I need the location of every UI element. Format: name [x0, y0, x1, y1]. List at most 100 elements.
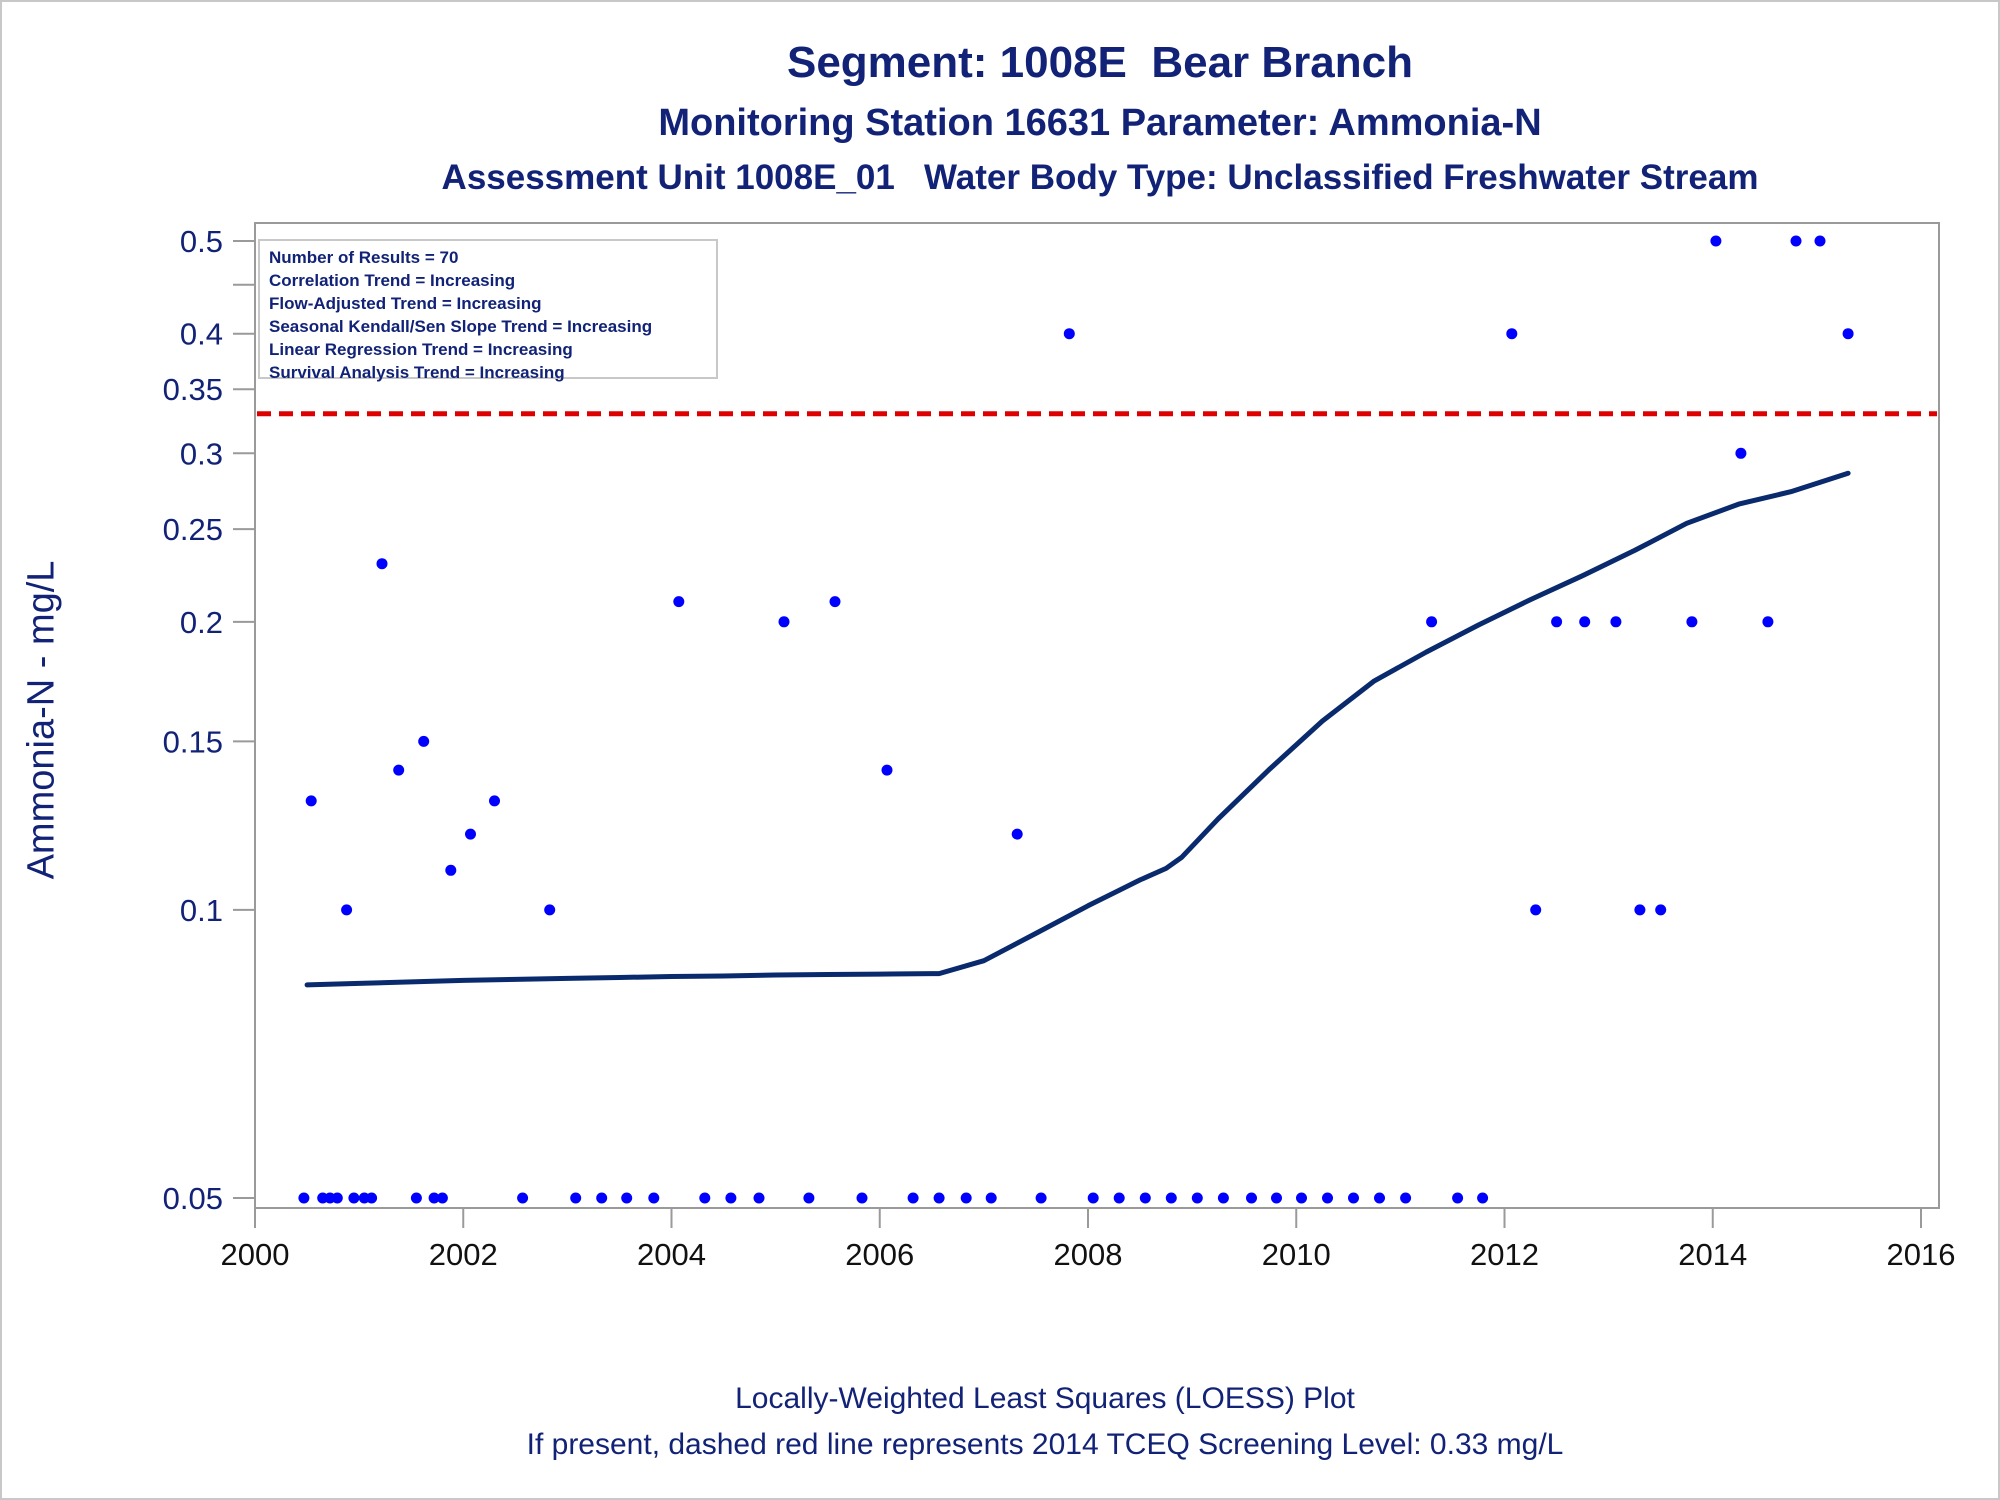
data-point	[393, 764, 405, 776]
data-point	[1735, 447, 1747, 459]
data-point	[778, 616, 790, 628]
data-point	[1842, 328, 1854, 340]
data-point	[1790, 235, 1802, 247]
y-axis-title: Ammonia-N - mg/L	[20, 560, 63, 880]
data-point	[1551, 616, 1563, 628]
data-point	[1011, 828, 1023, 840]
data-point	[725, 1192, 737, 1204]
data-point	[1400, 1192, 1412, 1204]
data-point	[1710, 235, 1722, 247]
data-point	[1035, 1192, 1047, 1204]
data-point	[1296, 1192, 1307, 1204]
data-point	[648, 1192, 660, 1204]
y-tick-label: 0.15	[163, 724, 223, 759]
data-point	[1322, 1192, 1333, 1204]
data-point	[881, 764, 893, 776]
data-point	[517, 1192, 529, 1204]
data-point	[418, 735, 430, 747]
data-point	[436, 1192, 448, 1204]
data-point	[1087, 1192, 1099, 1204]
data-point	[856, 1192, 868, 1204]
y-axis: 0.05 0.1 0.15 0.2 0.25 0.3 0.35 0.4 0.5	[163, 224, 255, 1216]
x-axis: 2000 2002 2004 2006 2008 2010 2012 2014 2016	[221, 1208, 1956, 1272]
data-point	[985, 1192, 997, 1204]
trend-summary-box: Number of Results = 70 Correlation Trend…	[258, 239, 718, 382]
data-point	[428, 1192, 440, 1204]
y-tick-label: 0.1	[180, 893, 223, 928]
data-point	[298, 1192, 310, 1204]
data-point	[465, 828, 476, 840]
data-point	[1217, 1192, 1229, 1204]
x-tick-label: 2006	[845, 1237, 914, 1272]
data-point	[1762, 616, 1774, 628]
data-point	[1530, 904, 1542, 916]
data-point	[1374, 1192, 1385, 1204]
data-point	[331, 1192, 343, 1204]
data-point	[1814, 235, 1826, 247]
data-point	[1191, 1192, 1203, 1204]
x-tick-label: 2008	[1054, 1237, 1123, 1272]
data-point	[341, 904, 353, 916]
stat-correlation-trend: Correlation Trend = Increasing	[269, 271, 516, 290]
data-point	[1113, 1192, 1125, 1204]
y-tick-label: 0.25	[163, 512, 223, 547]
data-point	[907, 1192, 919, 1204]
y-tick-label: 0.5	[180, 224, 223, 259]
data-point	[1506, 328, 1518, 340]
stat-linear-regression-trend: Linear Regression Trend = Increasing	[269, 340, 573, 359]
data-point	[933, 1192, 945, 1204]
data-point	[829, 596, 841, 608]
data-point	[305, 795, 317, 807]
chart-title: Segment: 1008E Bear Branch	[786, 38, 1414, 87]
stat-survival-analysis-trend: Survival Analysis Trend = Increasing	[269, 363, 565, 382]
data-point	[1139, 1192, 1151, 1204]
data-point	[1165, 1192, 1177, 1204]
x-tick-label: 2004	[637, 1237, 706, 1272]
data-point	[673, 596, 685, 608]
footer-loess-note: Locally-Weighted Least Squares (LOESS) P…	[735, 1382, 1355, 1415]
y-tick-label: 0.3	[180, 436, 223, 471]
data-point	[544, 904, 556, 916]
x-tick-label: 2016	[1887, 1237, 1956, 1272]
data-point	[753, 1192, 765, 1204]
stat-flow-adjusted-trend: Flow-Adjusted Trend = Increasing	[269, 294, 542, 313]
data-point	[1348, 1192, 1359, 1204]
x-tick-label: 2010	[1262, 1237, 1331, 1272]
data-point	[366, 1192, 378, 1204]
data-point	[1579, 616, 1591, 628]
stat-seasonal-kendall-trend: Seasonal Kendall/Sen Slope Trend = Incre…	[269, 317, 653, 336]
data-point	[348, 1192, 360, 1204]
loess-layer	[304, 470, 1851, 988]
data-point	[596, 1192, 608, 1204]
x-tick-label: 2014	[1678, 1237, 1747, 1272]
data-point	[376, 558, 388, 570]
data-point	[1246, 1192, 1257, 1204]
y-tick-label: 0.35	[163, 372, 223, 407]
data-point	[1477, 1192, 1489, 1204]
x-tick-label: 2000	[221, 1237, 290, 1272]
data-point	[621, 1192, 633, 1204]
data-point	[1426, 616, 1438, 628]
x-tick-label: 2002	[429, 1237, 498, 1272]
data-point	[803, 1192, 815, 1204]
data-point	[489, 795, 500, 807]
stat-number-of-results: Number of Results = 70	[269, 248, 459, 267]
chart-subtitle-station: Monitoring Station 16631 Parameter: Ammo…	[658, 102, 1542, 144]
data-point	[1271, 1192, 1282, 1204]
data-point	[410, 1192, 422, 1204]
y-tick-label: 0.2	[180, 605, 223, 640]
plot-area-border	[254, 222, 1940, 1209]
y-tick-label: 0.05	[163, 1181, 223, 1216]
data-point	[699, 1192, 711, 1204]
data-point	[1634, 904, 1646, 916]
data-point	[960, 1192, 972, 1204]
data-point	[1610, 616, 1622, 628]
data-point	[1063, 328, 1075, 340]
data-point	[1686, 616, 1698, 628]
chart-subtitle-assessment: Assessment Unit 1008E_01 Water Body Type…	[441, 158, 1759, 197]
data-point	[1655, 904, 1667, 916]
data-points-layer	[298, 235, 1854, 1204]
x-tick-label: 2012	[1470, 1237, 1539, 1272]
data-point	[445, 864, 457, 876]
